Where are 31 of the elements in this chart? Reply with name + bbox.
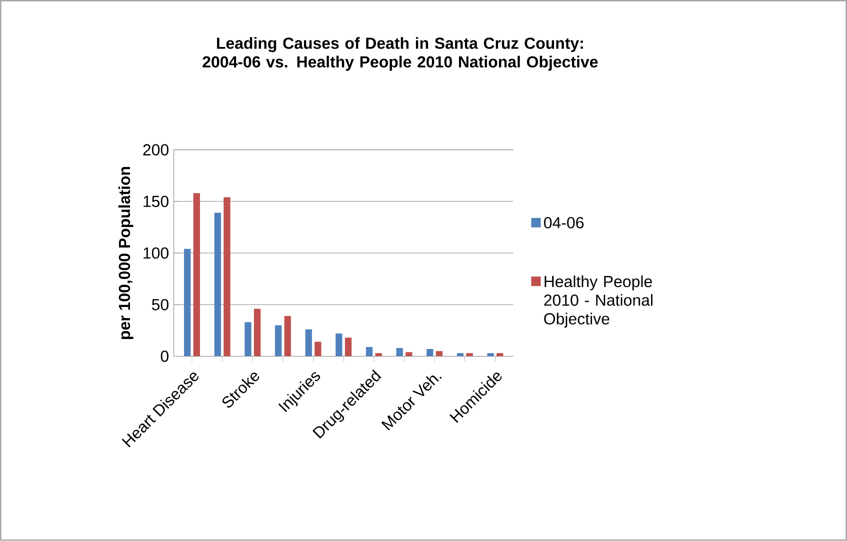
bar [193, 193, 200, 356]
bar [436, 351, 443, 356]
bar [344, 338, 352, 356]
legend-label: Healthy People 2010 - National Objective [544, 276, 652, 328]
y-tick-label: 150 [144, 196, 168, 208]
bar [284, 316, 291, 356]
chart-title: Leading Causes of Death in Santa Cruz County: 2004-06 vs. Healthy People 2010 National Objective [202, 37, 598, 71]
bar [456, 353, 464, 356]
y-tick-label: 0 [160, 350, 168, 362]
y-axis-title: per 100,000 Population [118, 167, 134, 340]
legend-label: 04-06 [544, 217, 584, 228]
y-tick-label: 100 [144, 248, 168, 259]
bar [314, 342, 322, 356]
y-tick-label: 200 [143, 144, 168, 156]
bar [487, 353, 494, 356]
bar [184, 249, 191, 356]
bar [496, 353, 504, 356]
bar [466, 353, 473, 356]
bar [336, 334, 342, 356]
bar [426, 349, 434, 356]
bar [214, 212, 221, 356]
bar [274, 325, 282, 356]
bar [396, 348, 403, 356]
bar [366, 347, 373, 356]
bar [224, 197, 230, 356]
bar [254, 308, 261, 356]
bar [406, 352, 412, 356]
bar [244, 322, 252, 356]
bar [305, 330, 312, 356]
bar [375, 353, 382, 356]
y-tick-label: 50 [152, 299, 168, 310]
